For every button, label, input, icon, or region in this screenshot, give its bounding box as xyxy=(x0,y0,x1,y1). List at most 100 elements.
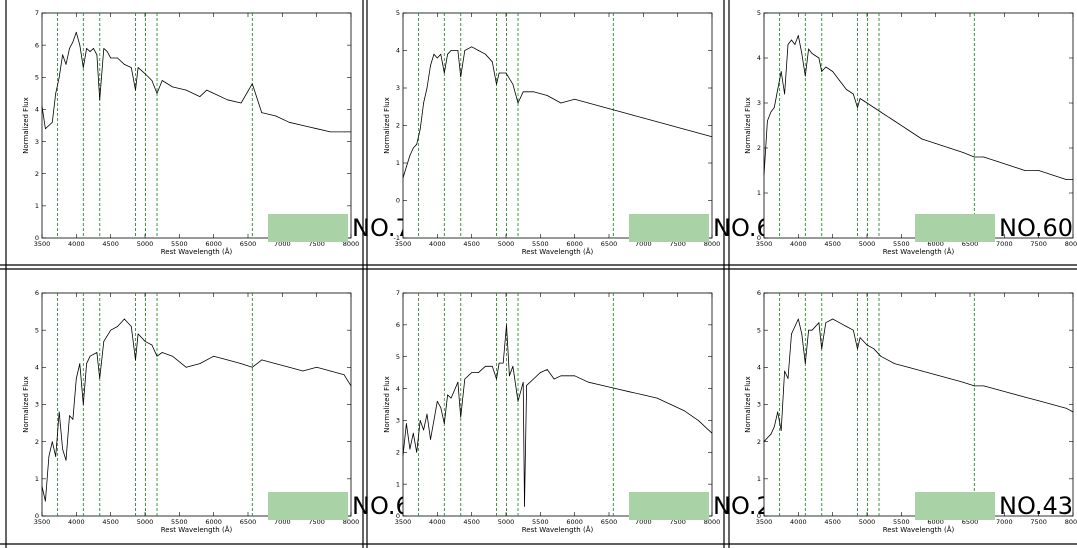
x-tick-label: 7500 xyxy=(308,240,325,248)
spectrum-data-point xyxy=(103,48,105,49)
y-tick-label: 7 xyxy=(396,289,400,297)
spectrum-data-point xyxy=(406,423,407,424)
spectrum-data-point xyxy=(1038,400,1040,402)
spectrum-data-point xyxy=(711,136,713,138)
x-tick-label: 4000 xyxy=(790,240,807,248)
y-tick-label: 4 xyxy=(757,54,761,62)
spectrum-data-point xyxy=(801,333,803,335)
spectrum-data-point xyxy=(997,161,998,162)
y-axis-label: Normalized Flux xyxy=(22,376,30,432)
spectrum-data-point xyxy=(86,48,87,49)
x-tick-label: 8000 xyxy=(1065,240,1077,248)
spectrum-data-point xyxy=(880,355,882,357)
spectrum-data-point xyxy=(656,397,658,399)
spectrum-data-point xyxy=(330,370,331,372)
x-tick-label: 6500 xyxy=(240,240,257,248)
x-axis-label: Rest Wavelength (Å) xyxy=(161,247,233,256)
spectrum-data-point xyxy=(808,48,809,50)
spectrum-data-point xyxy=(697,420,699,421)
spectrum-data-point xyxy=(151,344,153,346)
plot-area xyxy=(402,12,713,239)
spectrum-data-point xyxy=(846,326,847,327)
x-axis-label: Rest Wavelength (Å) xyxy=(522,247,594,256)
spectrum-data-point xyxy=(75,31,77,33)
spectrum-data-point xyxy=(509,375,510,377)
panel-badge-bg xyxy=(268,214,348,242)
spectrum-data-point xyxy=(330,131,331,133)
panel-badge-label: NO.60 xyxy=(999,214,1073,242)
y-tick-label: 2 xyxy=(757,438,761,446)
spectrum-data-point xyxy=(316,366,318,368)
spectrum-data-point xyxy=(560,375,562,377)
x-tick-label: 8000 xyxy=(704,240,721,248)
y-tick-label: 5 xyxy=(396,353,400,361)
panel-badge-bg xyxy=(629,214,709,242)
spectrum-data-point xyxy=(110,57,112,59)
spectrum-data-point xyxy=(777,89,779,90)
x-tick-label: 7000 xyxy=(996,240,1013,248)
spectrum-data-point xyxy=(145,73,146,75)
spectrum-data-point xyxy=(464,378,466,380)
spectrum-data-point xyxy=(588,102,589,104)
spectrum-data-point xyxy=(419,420,421,421)
spectrum-data-point xyxy=(894,120,895,122)
y-tick-label: 3 xyxy=(757,401,761,409)
spectrum-data-point xyxy=(794,326,796,327)
spectrum-data-point xyxy=(832,71,834,72)
y-tick-label: 6 xyxy=(757,289,761,297)
spectrum-data-point xyxy=(135,89,136,91)
spectrum-data-point xyxy=(997,389,998,390)
spectrum-data-point xyxy=(65,64,67,65)
spectrum-data-point xyxy=(440,407,442,409)
spectrum-data-point xyxy=(464,50,466,51)
x-tick-label: 4500 xyxy=(824,518,841,526)
spectrum-data-point xyxy=(117,57,118,59)
y-tick-label: 0 xyxy=(396,197,400,205)
spectrum-data-point xyxy=(811,329,813,331)
spectrum-data-point xyxy=(172,86,173,88)
spectrum-data-point xyxy=(457,381,459,383)
spectrum-data-point xyxy=(485,53,486,55)
y-tick-label: 4 xyxy=(396,385,400,393)
x-tick-label: 4500 xyxy=(463,518,480,526)
x-tick-label: 7500 xyxy=(1030,518,1047,526)
x-tick-label: 7500 xyxy=(669,518,686,526)
y-tick-label: 4 xyxy=(35,364,39,372)
spectrum-data-point xyxy=(55,456,57,457)
x-tick-label: 7500 xyxy=(308,518,325,526)
spectrum-data-point xyxy=(51,121,53,123)
spectrum-data-point xyxy=(491,365,493,367)
spectrum-data-point xyxy=(426,87,428,89)
spectrum-data-point xyxy=(1024,170,1026,171)
spectrum-data-point xyxy=(402,455,404,456)
spectrum-data-point xyxy=(430,65,431,66)
spectrum-data-point xyxy=(670,404,672,405)
spectrum-data-point xyxy=(804,363,806,364)
x-tick-label: 6000 xyxy=(927,518,944,526)
spectrum-data-point xyxy=(99,99,101,101)
spectrum-data-point xyxy=(343,374,345,376)
spectrum-data-point xyxy=(866,102,868,104)
spectrum-data-point xyxy=(72,41,74,43)
x-tick-label: 6500 xyxy=(962,518,979,526)
y-tick-label: 2 xyxy=(35,170,39,178)
spectrum-panel: 0 1 2 3 4 5 3500 4000 4500 5000 5500 6000 6500 7000 75… xyxy=(744,9,1077,256)
plot-area xyxy=(402,292,713,517)
spectrum-data-point xyxy=(533,378,534,380)
spectrum-data-point xyxy=(767,120,768,122)
spectrum-data-point xyxy=(433,420,435,421)
spectrum-data-point xyxy=(517,102,519,104)
spectrum-data-point xyxy=(832,318,834,320)
y-tick-label: 0 xyxy=(35,234,39,242)
x-tick-label: 3500 xyxy=(756,240,773,248)
spectrum-data-point xyxy=(79,363,81,364)
spectrum-data-point xyxy=(973,385,975,387)
spectrum-data-point xyxy=(288,121,290,123)
y-tick-label: 5 xyxy=(757,326,761,334)
spectrum-data-point xyxy=(656,121,658,123)
spectrum-data-point xyxy=(51,441,53,443)
spectrum-data-point xyxy=(498,362,500,364)
x-tick-label: 4500 xyxy=(102,240,119,248)
y-tick-label: 2 xyxy=(757,144,761,152)
spectrum-data-point xyxy=(89,355,91,357)
